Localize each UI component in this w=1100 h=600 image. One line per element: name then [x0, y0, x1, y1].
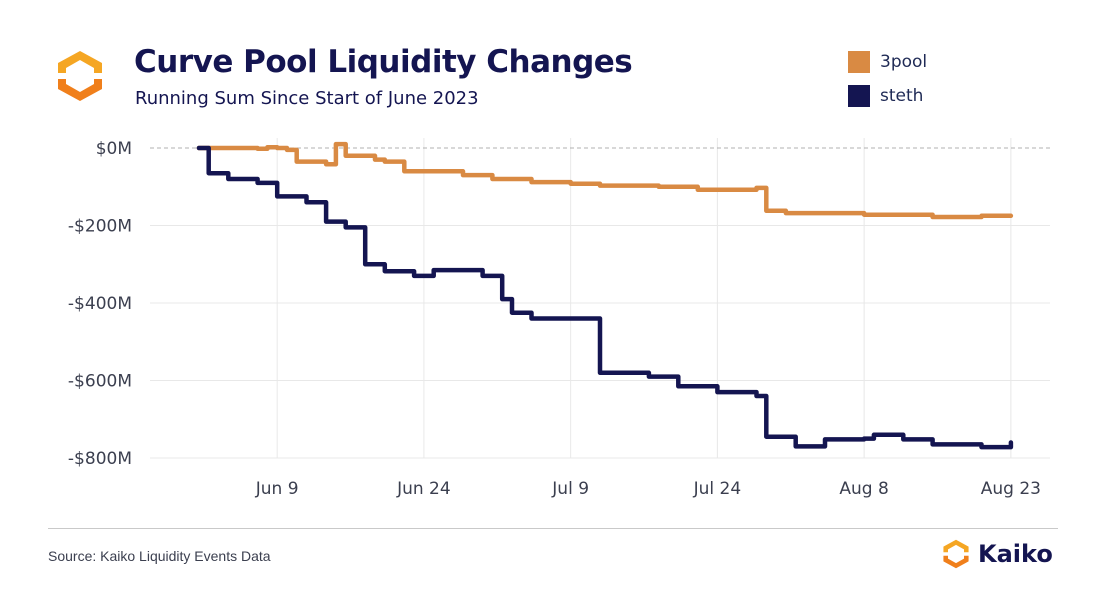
legend-swatch-3pool — [848, 51, 870, 73]
y-tick-label: $0M — [96, 139, 132, 159]
x-tick-label: Jun 9 — [255, 479, 299, 499]
x-tick-label: Aug 23 — [981, 479, 1041, 499]
x-tick-label: Jul 24 — [693, 479, 742, 499]
series-line-steth — [196, 145, 1014, 450]
series-line-3pool — [196, 141, 1014, 220]
legend-item-steth: steth — [848, 84, 927, 108]
legend-label-3pool: 3pool — [880, 52, 928, 72]
x-tick-label: Jun 24 — [396, 479, 451, 499]
x-tick-label: Jul 9 — [551, 479, 589, 499]
chart-title: Curve Pool Liquidity Changes — [134, 44, 633, 80]
legend-swatch-steth — [848, 85, 870, 107]
y-tick-label: -$600M — [68, 372, 132, 392]
x-tick-label: Aug 8 — [839, 479, 888, 499]
line-chart: $0M -$200M -$400M -$600M -$800M Jun 9 Jun 24 Ju… — [68, 138, 1050, 499]
y-tick-label: -$400M — [68, 294, 132, 314]
chart-legend: 3pool steth — [848, 50, 927, 118]
brand-name: Kaiko — [978, 540, 1053, 568]
legend-label-steth: steth — [880, 86, 924, 106]
chart-subtitle: Running Sum Since Start of June 2023 — [135, 88, 479, 109]
legend-item-3pool: 3pool — [848, 50, 927, 74]
y-tick-label: -$200M — [68, 217, 132, 237]
kaiko-brand-icon — [943, 539, 969, 569]
kaiko-logo — [58, 51, 102, 101]
source-note: Source: Kaiko Liquidity Events Data — [48, 548, 271, 564]
footer-divider — [48, 528, 1058, 529]
brand-mark: Kaiko — [940, 538, 1053, 570]
y-tick-label: -$800M — [68, 449, 132, 469]
